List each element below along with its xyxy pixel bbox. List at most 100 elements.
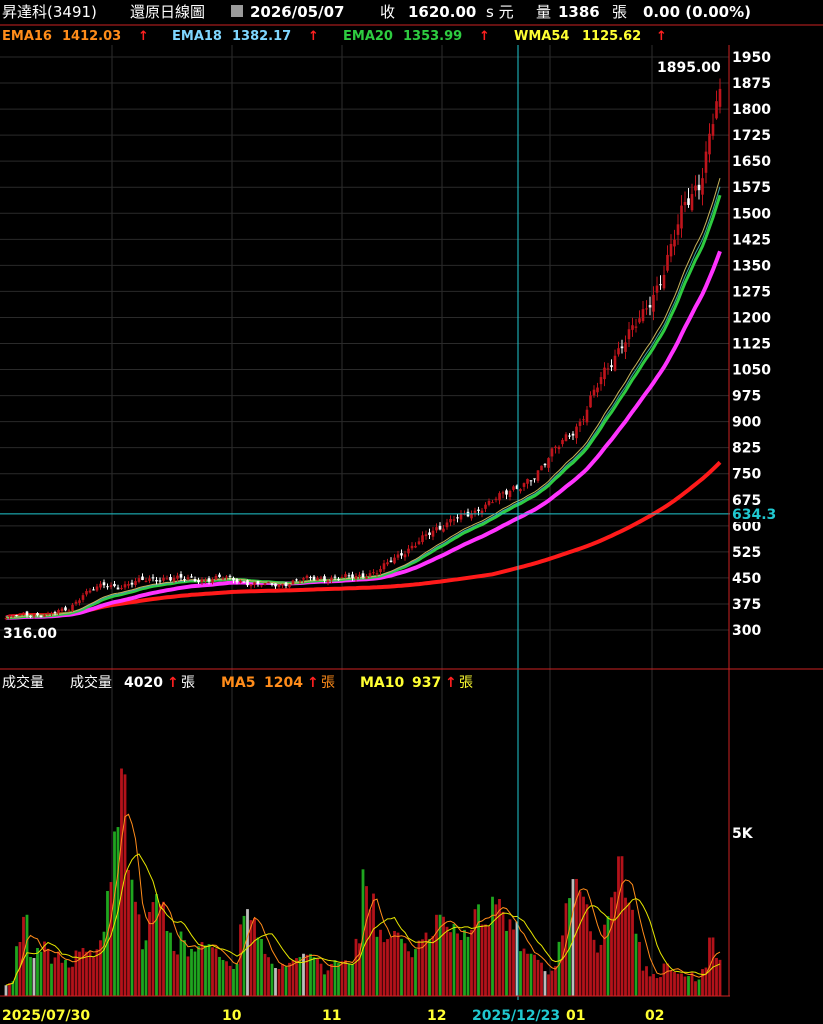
volume-bar <box>582 896 585 996</box>
candle-body <box>137 578 141 582</box>
volume-bar <box>421 939 424 996</box>
volume-bar <box>50 963 53 996</box>
volume-bar <box>400 938 403 996</box>
candle-body <box>246 580 249 586</box>
candle-body <box>242 581 246 583</box>
candle-body <box>225 576 228 578</box>
candle-body <box>477 509 480 511</box>
volume-bar <box>491 896 494 996</box>
price-change: 0.00 (0.00%) <box>643 3 751 21</box>
candle-body <box>116 587 120 590</box>
candle-body <box>400 553 403 556</box>
candle-body <box>151 577 155 579</box>
close-price: 1620.00 <box>408 3 476 21</box>
volume-bar <box>428 939 431 996</box>
candle-body <box>505 490 508 495</box>
price-tick: 375 <box>732 597 761 613</box>
volume-bar <box>218 956 221 996</box>
volume-bar <box>312 957 316 996</box>
candle-body <box>673 239 676 247</box>
candle-body <box>501 492 505 494</box>
volume-bar <box>330 963 333 996</box>
volume-bar <box>526 953 529 996</box>
candle-body <box>277 584 281 587</box>
volume-bar <box>291 960 295 996</box>
candle-body <box>354 575 358 579</box>
volume-legend-value: 4020 <box>124 675 163 691</box>
candle-body <box>498 493 501 501</box>
volume-bar <box>396 932 400 996</box>
volume-bar <box>109 882 113 996</box>
grid <box>0 45 729 996</box>
volume-bar <box>302 953 305 996</box>
candle-body <box>711 124 715 136</box>
candle-body <box>351 574 354 578</box>
volume-bar <box>578 891 582 996</box>
price-tick: 300 <box>732 623 761 639</box>
candle-body <box>358 574 361 577</box>
candle-body <box>176 575 179 579</box>
volume-bar <box>519 951 522 996</box>
volume-bar <box>466 936 470 996</box>
candle-body <box>123 584 127 588</box>
legend-wma54: WMA54 <box>514 29 569 44</box>
volume-bar <box>393 930 396 996</box>
volume-unit: 張 <box>612 3 627 21</box>
candle-body <box>330 577 333 581</box>
header-bar: 昇達科(3491) 還原日線圖 2026/05/07 收 1620.00 s 元… <box>2 3 751 21</box>
candle-body <box>512 486 515 490</box>
candle-body <box>438 525 442 530</box>
price-tick: 1500 <box>732 206 771 222</box>
volume-bar <box>533 954 536 996</box>
volume-value: 1386 <box>558 3 600 21</box>
volume-bar <box>281 963 284 996</box>
volume-bar <box>389 937 393 996</box>
candle-body <box>603 367 606 380</box>
volume-bar <box>22 916 25 996</box>
price-tick: 1950 <box>732 50 771 66</box>
candle-body <box>435 527 438 531</box>
candle-body <box>253 582 256 585</box>
volume-ma5-line <box>5 813 721 986</box>
candle-body <box>295 579 298 581</box>
candle-body <box>421 535 424 543</box>
volume-bar <box>540 962 543 996</box>
date-tick: 10 <box>222 1008 242 1024</box>
candle-body <box>543 463 547 466</box>
volume-bar <box>627 902 631 996</box>
volume-bar <box>32 958 36 996</box>
candle-body <box>386 562 389 565</box>
ma5-legend-unit: 張 <box>321 675 335 691</box>
price-tick: 1800 <box>732 102 771 118</box>
volume-bar <box>137 914 141 996</box>
ma10-legend-unit: 張 <box>459 675 473 691</box>
volume-legend-label: 成交量 <box>70 674 112 691</box>
candle-body <box>718 88 722 107</box>
dropdown-icon[interactable] <box>231 5 243 17</box>
volume-bar <box>123 774 127 996</box>
candle-body <box>60 608 64 611</box>
volume-bar <box>263 953 267 996</box>
volume-bar <box>571 879 575 996</box>
price-tick: 1050 <box>732 363 771 379</box>
volume-bar <box>459 940 463 996</box>
volume-bar <box>676 973 680 996</box>
volume-bar <box>92 957 95 996</box>
volume-bar <box>225 961 228 996</box>
volume-bar <box>337 963 340 996</box>
volume-bar <box>57 951 60 996</box>
candle-body <box>690 194 694 211</box>
volume-bar <box>435 914 438 996</box>
volume-bar <box>193 951 197 996</box>
volume-bar <box>242 915 246 996</box>
candle-body <box>578 421 582 426</box>
candle-body <box>627 329 631 340</box>
candle-body <box>326 580 330 583</box>
price-tick: 975 <box>732 389 761 405</box>
volume-bar <box>235 963 239 996</box>
candle-body <box>372 572 375 574</box>
candle-body <box>648 305 652 308</box>
candle-body <box>442 528 445 532</box>
candle-body <box>25 611 29 616</box>
volume-bar <box>246 909 249 996</box>
